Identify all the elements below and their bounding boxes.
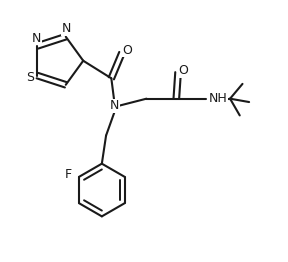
Text: F: F [65, 167, 72, 181]
Text: N: N [110, 99, 120, 112]
Text: O: O [178, 64, 188, 77]
Text: N: N [32, 32, 41, 45]
Text: S: S [26, 71, 35, 84]
Text: N: N [62, 23, 71, 35]
Text: O: O [123, 44, 132, 57]
Text: NH: NH [209, 92, 228, 105]
